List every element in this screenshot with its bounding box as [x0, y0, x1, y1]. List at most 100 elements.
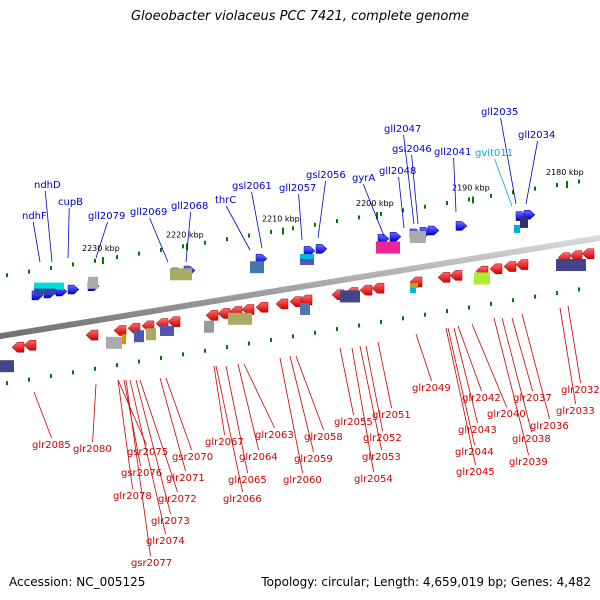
scale-tick [50, 373, 52, 378]
forward-gene-arrow [389, 231, 402, 242]
scale-tick [50, 265, 52, 270]
forward-gene-label: gll2057 [279, 183, 316, 194]
label-leader-line [447, 327, 475, 446]
feature-block [376, 241, 400, 254]
forward-gene-label: gll2048 [379, 166, 416, 177]
label-leader-line [117, 379, 133, 490]
position-label-5: 2180 kbp [546, 168, 584, 177]
forward-gene-label: gvit011 [475, 148, 513, 159]
feature-block [520, 217, 528, 228]
label-leader-line [139, 379, 178, 493]
scale-tick [292, 226, 294, 231]
forward-gene-label: gsl2056 [306, 170, 346, 181]
label-leader-line [92, 383, 97, 443]
label-leader-line [494, 158, 513, 207]
label-leader-line [377, 341, 392, 409]
reverse-gene-label: gsr2070 [172, 452, 213, 463]
label-leader-line [559, 307, 576, 405]
reverse-gene-label: glr2054 [354, 474, 393, 485]
reverse-gene-arrow [489, 263, 503, 275]
reverse-gene-label: glr2072 [158, 494, 197, 505]
feature-block [0, 360, 14, 373]
label-leader-line [135, 379, 171, 515]
label-leader-line [165, 377, 192, 451]
reverse-gene-label: glr2038 [512, 434, 551, 445]
scale-tick [578, 179, 580, 184]
scale-tick [270, 229, 272, 234]
feature-block [300, 259, 314, 265]
label-leader-line [149, 217, 169, 263]
scale-tick [28, 377, 30, 382]
label-leader-line [159, 377, 186, 472]
reverse-gene-arrow [11, 341, 25, 353]
label-leader-line [225, 205, 251, 251]
scale-tick [556, 183, 558, 188]
forward-gene-label: ndhF [22, 211, 47, 222]
label-leader-line [415, 333, 432, 382]
label-leader-line [493, 317, 529, 456]
genome-backbone [0, 234, 600, 340]
reverse-gene-label: glr2052 [363, 433, 402, 444]
reverse-gene-arrow [167, 316, 181, 327]
scale-tick [248, 233, 250, 238]
reverse-gene-arrow [241, 304, 255, 315]
forward-gene-label: gll2034 [518, 130, 555, 141]
feature-block [410, 230, 426, 243]
reverse-gene-label: glr2066 [223, 494, 262, 505]
reverse-gene-label: gsr2075 [127, 447, 168, 458]
label-leader-line [129, 379, 166, 535]
label-leader-line [457, 325, 482, 392]
scale-tick [182, 244, 184, 249]
scale-tick [512, 298, 514, 303]
forward-gene-arrow [315, 244, 328, 254]
forward-gene-label: gll2068 [171, 201, 208, 212]
scale-tick [358, 215, 360, 220]
label-leader-line [237, 363, 259, 451]
label-leader-line [351, 347, 374, 473]
forward-gene-label: cupB [58, 197, 83, 208]
scale-tick [380, 319, 382, 324]
reverse-gene-label: glr2053 [362, 452, 401, 463]
scale-tick [94, 258, 96, 263]
position-tick [472, 196, 474, 204]
scale-tick [534, 294, 536, 299]
reverse-gene-label: glr2039 [509, 457, 548, 468]
feature-block [250, 261, 264, 274]
label-leader-line [33, 391, 52, 439]
genome-title: Gloeobacter violaceus PCC 7421, complete… [130, 9, 470, 24]
reverse-gene-label: glr2060 [283, 475, 322, 486]
reverse-gene-arrow [255, 301, 269, 313]
scale-tick [534, 186, 536, 191]
scale-tick [160, 247, 162, 252]
label-leader-line [243, 363, 275, 429]
forward-gene-label: gll2079 [88, 211, 125, 222]
scale-tick [6, 381, 8, 386]
label-leader-line [225, 365, 248, 474]
reverse-gene-label: glr2059 [294, 454, 333, 465]
label-leader-line [453, 327, 478, 424]
reverse-gene-label: gsr2076 [121, 468, 162, 479]
label-leader-line [339, 347, 354, 416]
label-leader-line [95, 221, 108, 259]
label-leader-line [298, 193, 303, 241]
scale-tick [446, 309, 448, 314]
feature-block [474, 272, 490, 285]
reverse-gene-label: glr2078 [113, 491, 152, 502]
forward-gene-label: gll2069 [130, 207, 167, 218]
position-label-1: 2220 kbp [166, 230, 204, 239]
forward-gene-arrow [67, 284, 80, 295]
label-leader-line [525, 140, 538, 205]
scale-tick [138, 359, 140, 364]
genome-stats-label: Topology: circular; Length: 4,659,019 bp… [261, 575, 591, 589]
reverse-gene-arrow [503, 261, 517, 272]
reverse-gene-label: glr2074 [146, 536, 185, 547]
reverse-gene-arrow [581, 248, 595, 260]
feature-block [340, 290, 360, 303]
label-leader-line [279, 357, 303, 474]
feature-block [170, 268, 192, 281]
label-leader-line [365, 345, 383, 432]
feature-block [88, 276, 98, 289]
label-leader-line [362, 183, 385, 237]
scale-tick [226, 237, 228, 242]
reverse-gene-label: glr2067 [205, 437, 244, 448]
